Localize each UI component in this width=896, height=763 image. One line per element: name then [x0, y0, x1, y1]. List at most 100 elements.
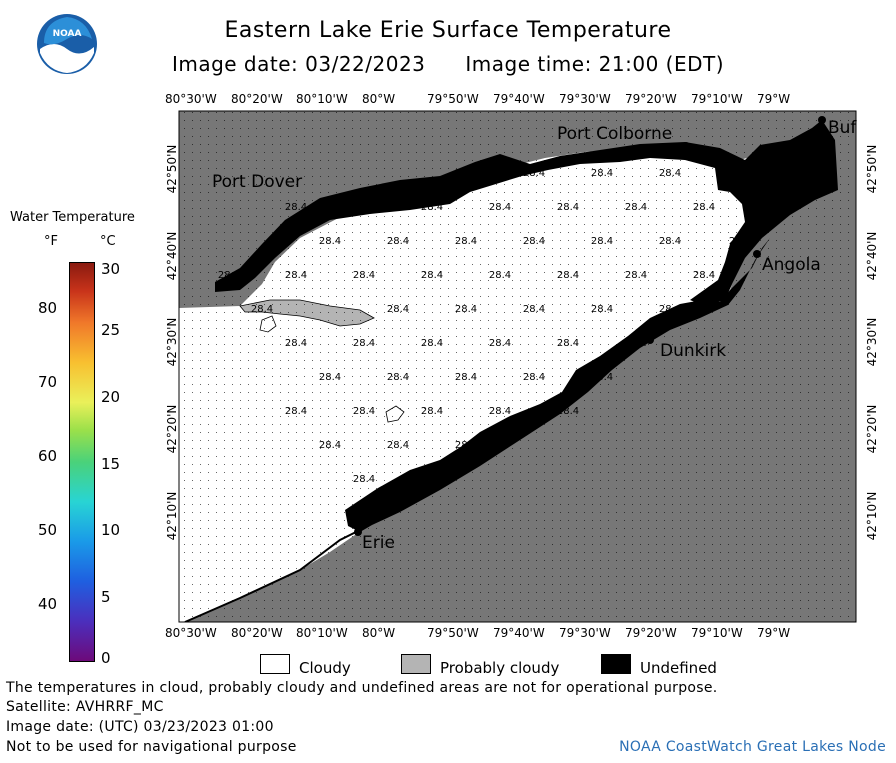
- temperature-value: 28.4: [591, 236, 613, 247]
- longitude-tick-label: 80°20'W: [231, 626, 283, 640]
- latitude-tick-label: 42°50'N: [865, 144, 879, 194]
- temperature-label: 28.4: [421, 270, 443, 281]
- temperature-value: 28.4: [557, 406, 579, 417]
- temperature-label: 28.4: [625, 270, 647, 281]
- temperature-value: 28.4: [421, 474, 443, 485]
- longitude-tick-label: 79°50'W: [427, 626, 479, 640]
- temperature-value: 28.4: [591, 168, 613, 179]
- temperature-label: 28.4: [319, 440, 341, 451]
- colorbar-tick-c: 20: [101, 388, 121, 406]
- place-buffalo: Buf: [828, 118, 857, 138]
- place-dunkirk: Dunkirk: [660, 341, 726, 361]
- temperature-label: 28.4: [319, 372, 341, 383]
- temperature-label: 28.4: [557, 338, 579, 349]
- temperature-value: 28.4: [489, 338, 511, 349]
- temperature-value: 28.4: [421, 338, 443, 349]
- temperature-label: 28.4: [523, 168, 545, 179]
- latitude-tick-label: 42°30'N: [865, 317, 879, 367]
- temperature-value: 28.4: [693, 202, 715, 213]
- temperature-label: 28.4: [591, 304, 613, 315]
- temperature-label: 28.4: [455, 236, 477, 247]
- temperature-label: 28.4: [659, 236, 681, 247]
- longitude-tick-label: 80°30'W: [165, 92, 217, 106]
- temperature-value: 28.4: [353, 338, 375, 349]
- temperature-value: 28.4: [455, 304, 477, 315]
- temperature-value: 28.4: [625, 202, 647, 213]
- longitude-tick-label: 79°50'W: [427, 92, 479, 106]
- temperature-value: 28.4: [795, 168, 817, 179]
- colorbar-tick-c: 5: [101, 588, 111, 606]
- longitude-tick-label: 79°40'W: [493, 92, 545, 106]
- temperature-label: 28.4: [523, 236, 545, 247]
- longitude-tick-label: 80°10'W: [296, 92, 348, 106]
- temperature-label: 28.4: [659, 168, 681, 179]
- temperature-label: 28.4: [591, 168, 613, 179]
- port-colborne-marker: [682, 142, 690, 150]
- temperature-label: 28.4: [218, 270, 240, 281]
- temperature-value: 28.4: [285, 270, 307, 281]
- temperature-label: 28.4: [251, 304, 273, 315]
- latitude-tick-label: 42°10'N: [165, 491, 179, 541]
- temperature-label: 28.4: [387, 304, 409, 315]
- temperature-label: 28.4: [795, 168, 817, 179]
- temperature-value: 28.4: [285, 406, 307, 417]
- longitude-tick-label: 79°40'W: [493, 626, 545, 640]
- temperature-value: 28.4: [455, 372, 477, 383]
- temperature-value: 28.4: [693, 270, 715, 281]
- temperature-value: 28.4: [557, 338, 579, 349]
- temperature-label: 28.4: [353, 338, 375, 349]
- temperature-value: 28.4: [421, 270, 443, 281]
- temperature-value: 28.4: [727, 168, 749, 179]
- longitude-tick-label: 79°W: [757, 92, 791, 106]
- latitude-tick-label: 42°10'N: [865, 491, 879, 541]
- temperature-value: 28.4: [455, 168, 477, 179]
- temperature-value: 28.4: [489, 406, 511, 417]
- colorbar: [69, 262, 95, 662]
- legend-label-undefined: Undefined: [640, 659, 717, 677]
- temperature-value: 28.4: [353, 202, 375, 213]
- temperature-value: 28.4: [285, 338, 307, 349]
- temperature-value: 28.4: [523, 168, 545, 179]
- colorbar-tick-c: 15: [101, 455, 121, 473]
- logo-text: NOAA: [53, 29, 82, 39]
- temperature-value: 28.4: [319, 372, 341, 383]
- legend-label-probably-cloudy: Probably cloudy: [440, 659, 560, 677]
- footer-credit: NOAA CoastWatch Great Lakes Node: [619, 739, 886, 755]
- temperature-value: 28.4: [523, 372, 545, 383]
- longitude-tick-label: 79°30'W: [559, 92, 611, 106]
- temperature-label: 28.4: [387, 440, 409, 451]
- temperature-label: 28.4: [421, 202, 443, 213]
- footer-utc: Image date: (UTC) 03/23/2023 01:00: [6, 719, 274, 735]
- colorbar-tick-c: 10: [101, 521, 121, 539]
- temperature-label: 28.4: [693, 270, 715, 281]
- erie-marker: [354, 528, 362, 536]
- temperature-label: 28.4: [353, 270, 375, 281]
- temperature-label: 28.4: [625, 338, 647, 349]
- latitude-tick-label: 42°20'N: [865, 404, 879, 454]
- temperature-value: 28.4: [387, 236, 409, 247]
- longitude-tick-label: 80°W: [362, 626, 396, 640]
- footer-nav: Not to be used for navigational purpose: [6, 739, 297, 755]
- footer-satellite: Satellite: AVHRRF_MC: [6, 699, 164, 715]
- temperature-label: 28.4: [523, 304, 545, 315]
- latitude-tick-label: 42°50'N: [165, 144, 179, 194]
- temperature-value: 28.4: [319, 440, 341, 451]
- colorbar-tick-f: 80: [38, 299, 58, 317]
- temperature-label: 28.4: [353, 474, 375, 485]
- dunkirk-marker: [646, 336, 654, 344]
- legend-label-cloudy: Cloudy: [299, 659, 351, 677]
- angola-marker: [753, 250, 761, 258]
- longitude-tick-label: 79°30'W: [559, 626, 611, 640]
- temperature-value: 28.4: [353, 474, 375, 485]
- temperature-label: 28.4: [659, 304, 681, 315]
- colorbar-tick-c: 30: [101, 260, 121, 278]
- temperature-label: 28.4: [557, 270, 579, 281]
- longitude-tick-label: 80°W: [362, 92, 396, 106]
- footer-note: The temperatures in cloud, probably clou…: [6, 680, 718, 696]
- colorbar-tick-c: 0: [101, 649, 111, 667]
- temperature-value: 28.4: [625, 270, 647, 281]
- temperature-label: 28.4: [729, 236, 751, 247]
- temperature-label: 28.4: [455, 372, 477, 383]
- place-port-dover: Port Dover: [212, 172, 302, 192]
- temperature-value: 28.4: [729, 236, 751, 247]
